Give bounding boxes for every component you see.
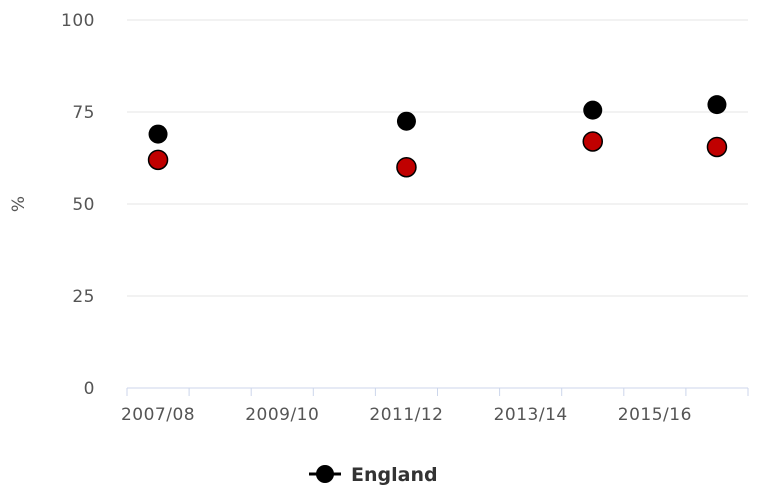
england-point xyxy=(707,95,727,115)
england-point xyxy=(396,111,416,131)
x-tick-label: 2007/08 xyxy=(121,405,195,425)
x-tick-label: 2011/12 xyxy=(369,405,443,425)
england-point xyxy=(583,100,603,120)
y-tick-label: 100 xyxy=(61,11,95,31)
x-tick-label: 2013/14 xyxy=(494,405,568,425)
x-tick-label: 2015/16 xyxy=(618,405,692,425)
grid-lines xyxy=(127,19,748,297)
y-tick-label: 25 xyxy=(72,287,95,307)
y-tick-label: 50 xyxy=(72,195,95,215)
data-points xyxy=(147,95,728,178)
y-tick-label: 0 xyxy=(84,379,95,399)
y-tick-label: 75 xyxy=(72,103,95,123)
y-axis-title: % xyxy=(9,196,29,212)
x-axis: 2007/08 2009/10 2011/12 2013/14 2015/16 xyxy=(121,387,749,425)
comparator-point xyxy=(706,136,728,158)
comparator-point xyxy=(147,149,169,171)
y-axis: 0 25 50 75 100 xyxy=(61,11,95,399)
comparator-point xyxy=(582,131,603,152)
legend-symbol-marker xyxy=(316,465,334,483)
legend[interactable]: England xyxy=(309,464,438,486)
comparator-point xyxy=(396,156,417,178)
england-point xyxy=(148,124,168,144)
x-tick-label: 2009/10 xyxy=(245,405,319,425)
legend-label-england: England xyxy=(351,464,438,486)
